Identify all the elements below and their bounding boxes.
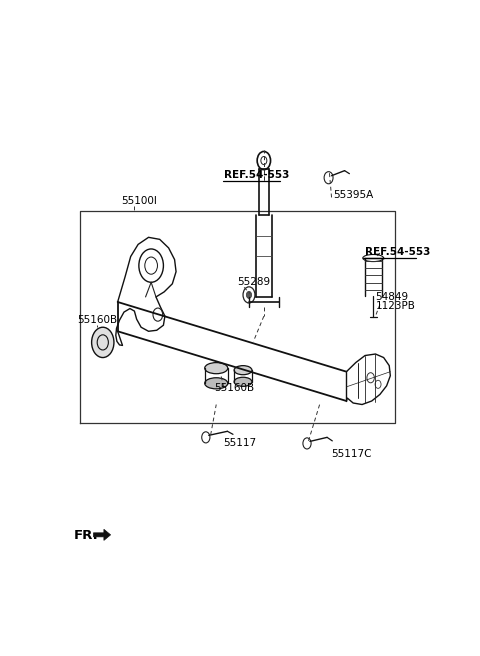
Text: 55395A: 55395A	[334, 190, 373, 200]
Text: FR.: FR.	[74, 529, 99, 543]
Text: 55160B: 55160B	[215, 383, 254, 393]
Ellipse shape	[204, 363, 228, 374]
Circle shape	[246, 291, 252, 298]
Text: REF.54-553: REF.54-553	[224, 170, 289, 180]
Circle shape	[92, 327, 114, 358]
Text: 54849: 54849	[375, 292, 408, 302]
Text: 55117: 55117	[223, 438, 256, 449]
Ellipse shape	[234, 365, 252, 375]
Text: 55289: 55289	[237, 277, 270, 287]
Text: REF.54-553: REF.54-553	[365, 247, 431, 256]
Text: 55100I: 55100I	[121, 196, 157, 206]
Text: 55160B: 55160B	[77, 316, 117, 325]
Ellipse shape	[204, 378, 228, 389]
Text: 55117C: 55117C	[332, 449, 372, 459]
Polygon shape	[94, 529, 110, 541]
Text: 1123PB: 1123PB	[375, 301, 415, 311]
Ellipse shape	[234, 377, 252, 386]
